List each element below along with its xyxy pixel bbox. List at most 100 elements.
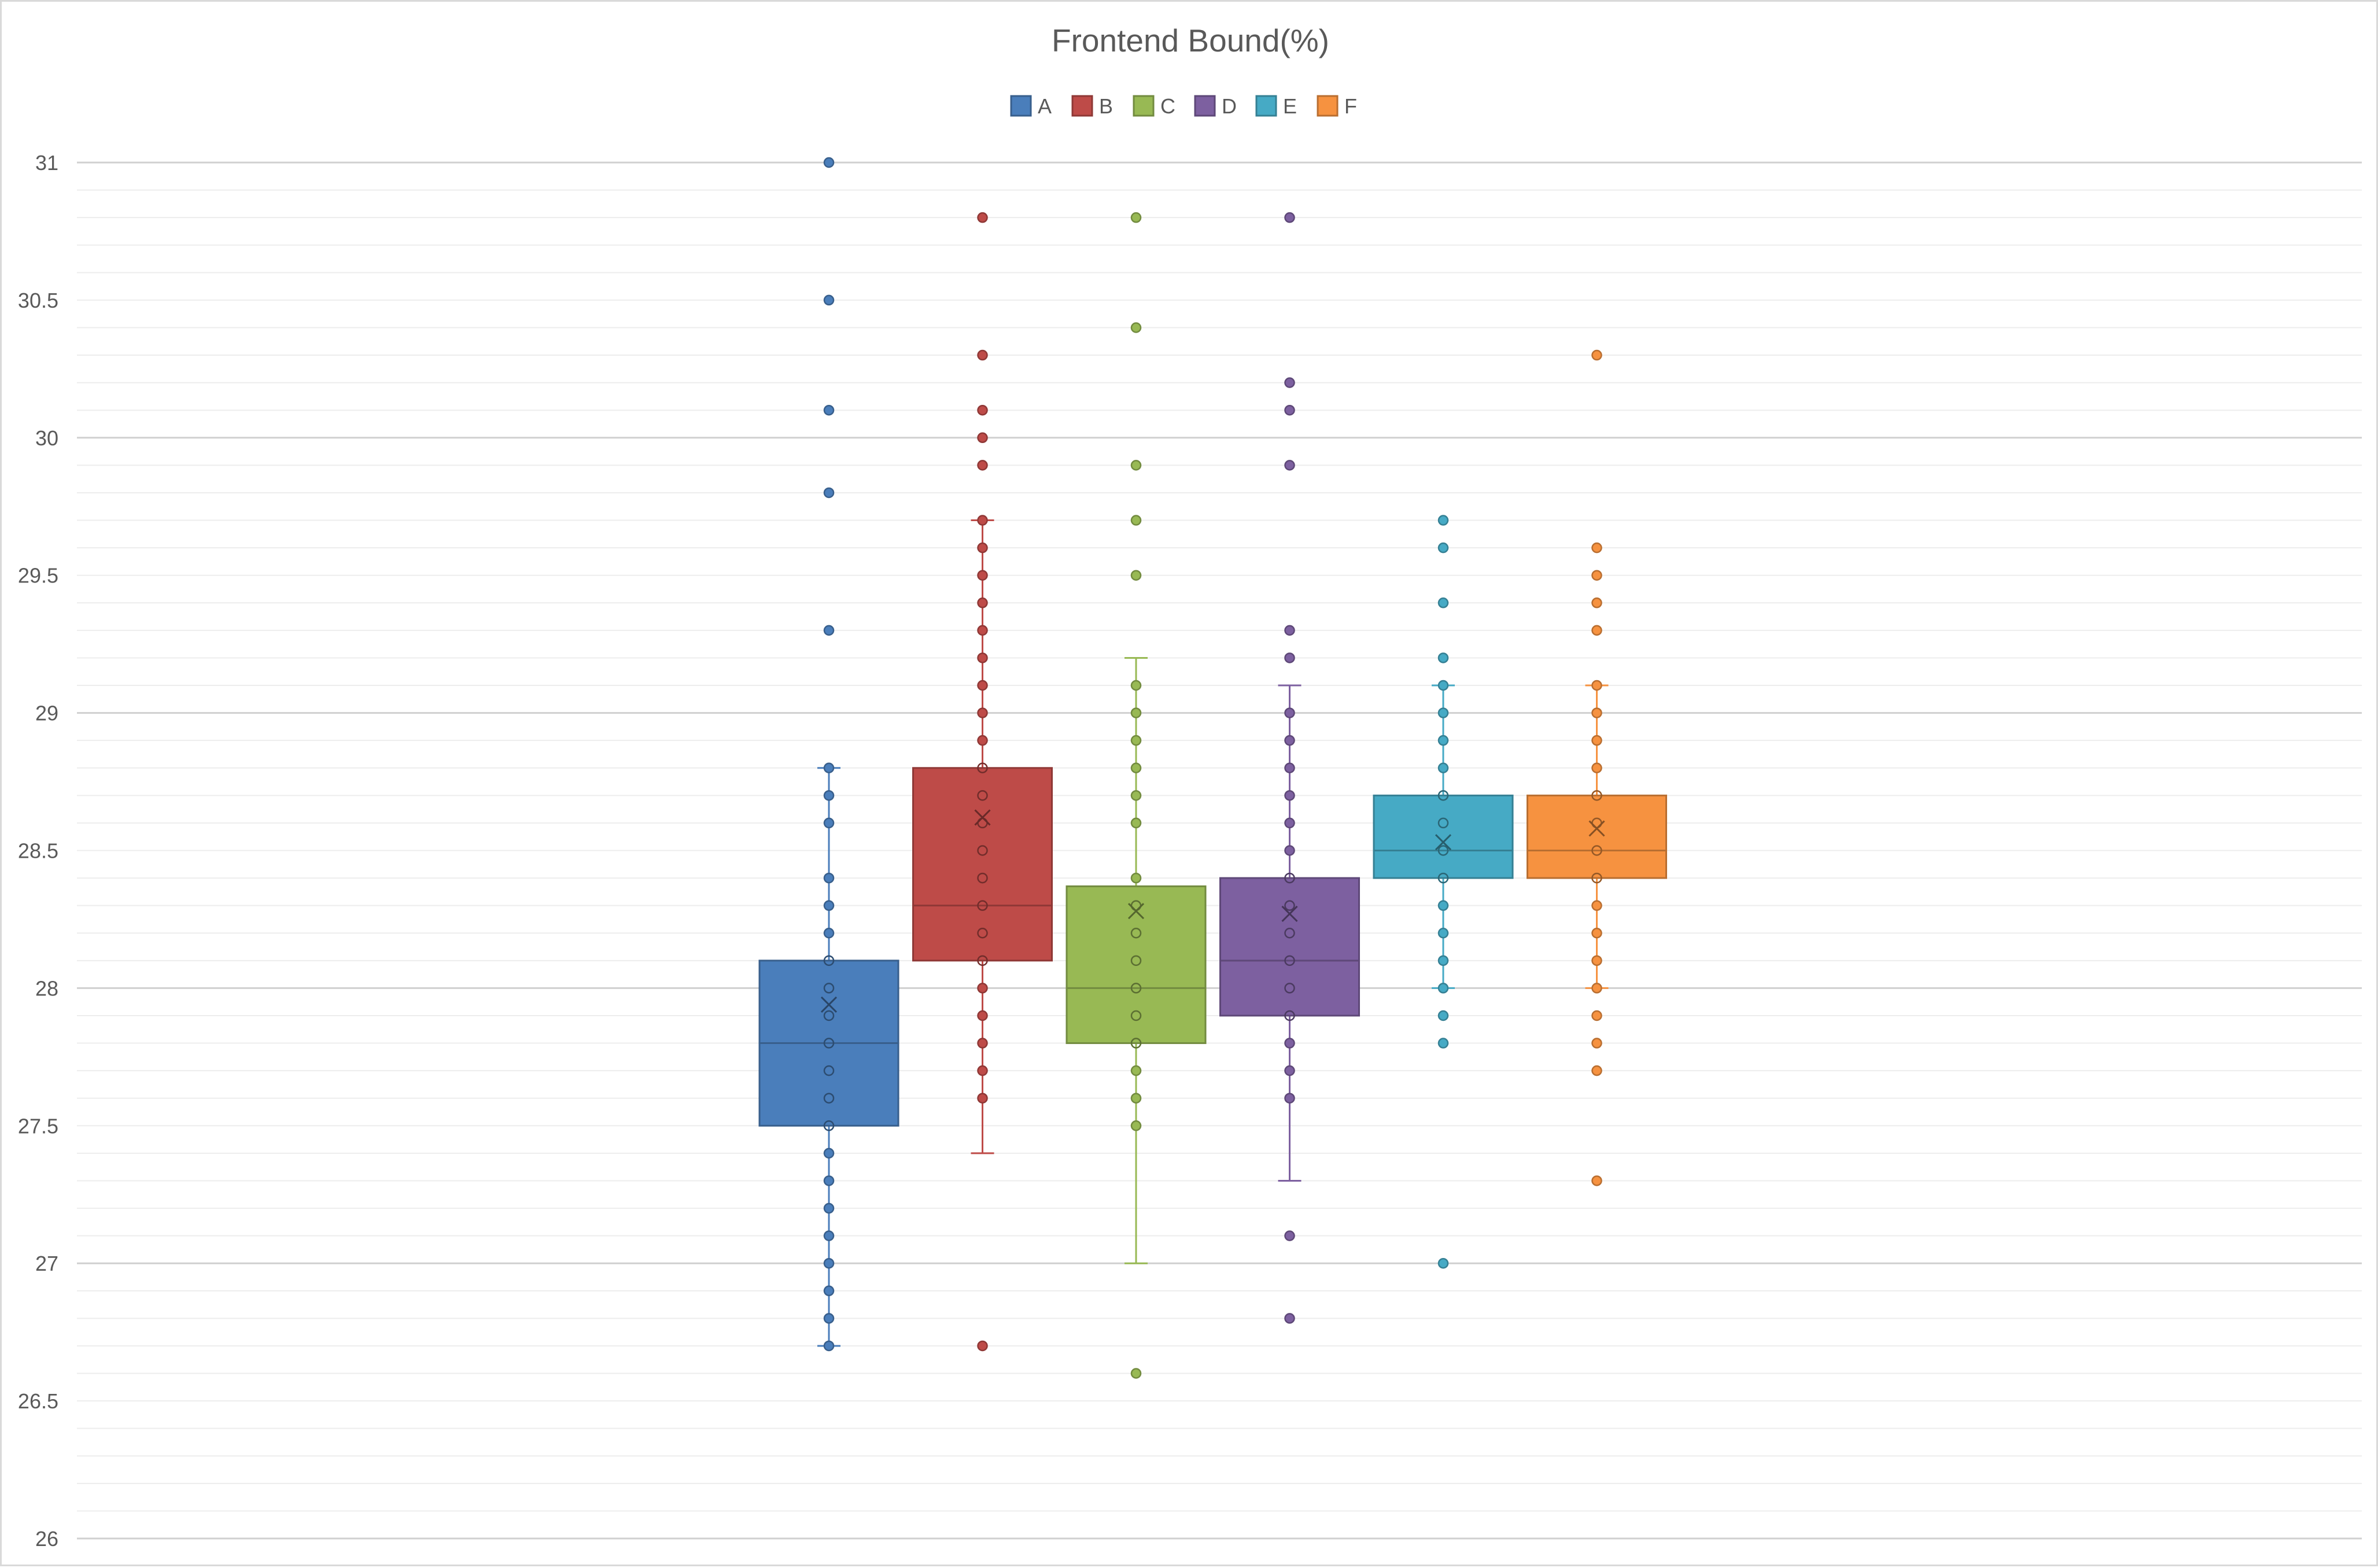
data-point — [1437, 927, 1449, 939]
data-point — [823, 1202, 835, 1214]
data-point — [1130, 790, 1142, 801]
box-iqr — [1373, 794, 1514, 879]
data-point — [977, 900, 988, 911]
data-point — [1130, 1010, 1142, 1021]
legend-label-c: C — [1160, 94, 1175, 118]
data-point — [1284, 377, 1295, 388]
box-iqr — [912, 767, 1053, 962]
chart-title: Frontend Bound(%) — [1052, 23, 1329, 58]
y-tick-label: 30 — [35, 426, 58, 450]
data-point — [1437, 845, 1449, 856]
data-point — [1437, 515, 1449, 526]
data-point — [1130, 515, 1142, 526]
data-point — [1437, 872, 1449, 884]
y-axis: 31 30.5 30 29.5 29 28.5 28 27.5 27 26.5 26 — [18, 151, 58, 1551]
data-point — [1284, 1313, 1295, 1324]
data-point — [1284, 1093, 1295, 1104]
data-point — [1284, 872, 1295, 884]
box-iqr — [1219, 877, 1360, 1017]
data-point — [1130, 872, 1142, 884]
data-point — [977, 735, 988, 746]
data-point — [1591, 845, 1602, 856]
data-point — [1130, 322, 1142, 333]
data-point — [1284, 790, 1295, 801]
legend-swatch-c — [1133, 95, 1155, 117]
data-point — [823, 1340, 835, 1352]
data-point — [977, 872, 988, 884]
data-point — [823, 625, 835, 636]
data-point — [1591, 1038, 1602, 1049]
data-point — [1130, 762, 1142, 774]
data-point — [1591, 735, 1602, 746]
data-point — [977, 542, 988, 554]
legend-label-a: A — [1038, 94, 1052, 118]
data-point — [1284, 212, 1295, 223]
data-point — [823, 1175, 835, 1186]
mean-marker — [1435, 834, 1452, 851]
data-point — [1284, 927, 1295, 939]
data-point — [1284, 625, 1295, 636]
data-point — [823, 983, 835, 994]
data-point — [977, 983, 988, 994]
data-point — [823, 872, 835, 884]
legend-label-e: E — [1283, 94, 1297, 118]
data-point — [823, 294, 835, 306]
data-point — [823, 1230, 835, 1241]
data-point — [977, 1010, 988, 1021]
data-point — [977, 845, 988, 856]
data-point — [1437, 955, 1449, 966]
data-point — [977, 707, 988, 718]
data-point — [1284, 1065, 1295, 1076]
data-point — [1591, 1010, 1602, 1021]
data-point — [1284, 652, 1295, 663]
data-point — [1437, 1010, 1449, 1021]
data-point — [1130, 817, 1142, 829]
data-point — [1284, 707, 1295, 718]
data-point — [1284, 900, 1295, 911]
data-point — [1437, 1038, 1449, 1049]
data-point — [977, 762, 988, 774]
data-point — [1591, 542, 1602, 554]
data-point — [1591, 707, 1602, 718]
data-point — [1130, 927, 1142, 939]
box-iqr — [1527, 794, 1667, 879]
mean-marker — [1281, 905, 1298, 922]
data-point — [1284, 817, 1295, 829]
data-point — [977, 432, 988, 444]
data-point — [1591, 597, 1602, 608]
mean-marker — [1588, 820, 1605, 837]
data-point — [1591, 762, 1602, 774]
data-point — [1284, 762, 1295, 774]
data-point — [1437, 707, 1449, 718]
box-series-b — [912, 212, 1053, 1352]
data-point — [1591, 790, 1602, 801]
legend-swatch-a — [1010, 95, 1032, 117]
data-point — [823, 1038, 835, 1049]
y-tick-label: 29 — [35, 702, 58, 725]
data-point — [1130, 680, 1142, 691]
data-point — [1437, 1257, 1449, 1269]
data-point — [1130, 983, 1142, 994]
data-point — [1437, 790, 1449, 801]
legend-label-b: B — [1099, 94, 1113, 118]
data-point — [1130, 212, 1142, 223]
data-point — [1130, 1093, 1142, 1104]
data-point — [1284, 460, 1295, 471]
y-tick-label: 28 — [35, 976, 58, 1000]
data-point — [823, 404, 835, 416]
data-point — [977, 570, 988, 581]
data-point — [823, 1093, 835, 1104]
data-point — [1130, 735, 1142, 746]
box-series-f — [1527, 349, 1667, 1186]
box-series-a — [758, 157, 899, 1352]
data-point — [977, 625, 988, 636]
data-point — [977, 1065, 988, 1076]
data-point — [977, 212, 988, 223]
data-point — [1284, 955, 1295, 966]
legend-swatch-f — [1317, 95, 1339, 117]
box-series-e — [1373, 515, 1514, 1269]
data-point — [823, 955, 835, 966]
y-tick-label: 27.5 — [18, 1114, 58, 1138]
data-point — [823, 1010, 835, 1021]
